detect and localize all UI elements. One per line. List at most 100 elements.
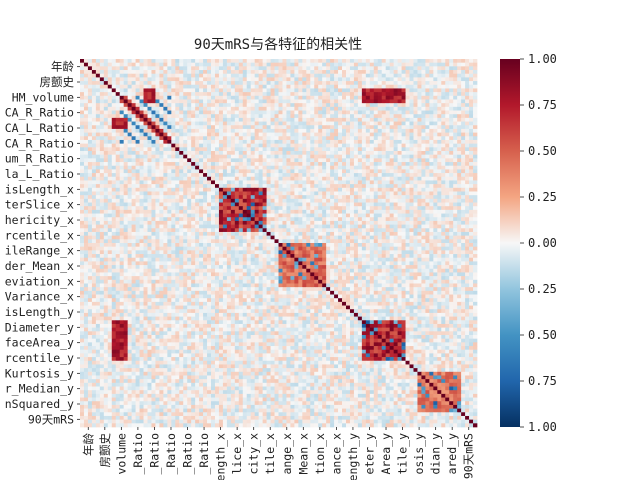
heatmap-cell	[393, 139, 398, 144]
heatmap-cell	[429, 202, 434, 207]
heatmap-cell	[183, 77, 188, 82]
heatmap-cell	[286, 117, 291, 122]
heatmap-cell	[286, 158, 291, 163]
heatmap-cell	[238, 66, 244, 71]
heatmap-cell	[473, 187, 478, 192]
heatmap-cell	[171, 103, 176, 108]
heatmap-cell	[373, 169, 379, 174]
heatmap-cell	[274, 121, 279, 126]
heatmap-cell	[457, 139, 462, 144]
heatmap-cell	[322, 88, 327, 93]
heatmap-cell	[401, 66, 406, 71]
heatmap-cell	[107, 220, 113, 225]
heatmap-cell	[322, 198, 327, 203]
heatmap-cell	[377, 81, 383, 86]
heatmap-cell	[123, 184, 128, 189]
heatmap-cell	[258, 198, 263, 203]
heatmap-cell	[306, 114, 311, 119]
heatmap-cell	[230, 202, 236, 207]
heatmap-cell	[214, 81, 220, 86]
heatmap-cell	[214, 70, 220, 75]
heatmap-cell	[226, 143, 232, 148]
heatmap-cell	[91, 81, 97, 86]
heatmap-cell	[234, 136, 240, 141]
heatmap-cell	[377, 110, 383, 115]
heatmap-cell	[254, 195, 259, 200]
heatmap-cell	[413, 125, 418, 130]
heatmap-cell	[230, 66, 236, 71]
heatmap-cell	[203, 81, 208, 86]
heatmap-cell	[111, 206, 117, 211]
heatmap-cell	[167, 117, 172, 122]
heatmap-cell	[286, 92, 291, 97]
heatmap-cell	[274, 139, 279, 144]
heatmap-cell	[393, 231, 398, 236]
heatmap-cell	[246, 158, 252, 163]
heatmap-cell	[302, 110, 307, 115]
heatmap-cell	[425, 59, 430, 64]
heatmap-cell	[207, 154, 212, 159]
heatmap-cell	[425, 77, 430, 82]
heatmap-cell	[425, 239, 430, 244]
heatmap-cell	[83, 88, 89, 93]
heatmap-cell	[95, 62, 101, 67]
heatmap-cell	[349, 106, 355, 111]
heatmap-cell	[123, 202, 128, 207]
heatmap-cell	[139, 73, 144, 78]
heatmap-cell	[306, 213, 311, 218]
heatmap-cell	[99, 77, 105, 82]
heatmap-cell	[377, 70, 383, 75]
heatmap-cell	[226, 70, 232, 75]
heatmap-cell	[274, 66, 279, 71]
heatmap-cell	[131, 169, 136, 174]
heatmap-cell	[381, 198, 387, 203]
heatmap-cell	[230, 198, 236, 203]
heatmap-cell	[214, 169, 220, 174]
heatmap-cell	[171, 110, 176, 115]
heatmap-cell	[159, 162, 164, 167]
heatmap-cell	[441, 121, 446, 126]
heatmap-cell	[349, 198, 355, 203]
heatmap-cell	[385, 125, 391, 130]
heatmap-cell	[345, 235, 351, 240]
heatmap-cell	[80, 77, 85, 82]
heatmap-cell	[298, 143, 303, 148]
heatmap-cell	[131, 103, 136, 108]
heatmap-cell	[111, 121, 117, 126]
heatmap-cell	[278, 70, 283, 75]
heatmap-cell	[381, 217, 387, 222]
heatmap-cell	[409, 209, 414, 214]
heatmap-cell	[393, 121, 398, 126]
heatmap-cell	[381, 143, 387, 148]
heatmap-cell	[421, 154, 426, 159]
heatmap-cell	[413, 81, 418, 86]
heatmap-cell	[417, 220, 422, 225]
heatmap-cell	[103, 235, 109, 240]
heatmap-cell	[203, 206, 208, 211]
heatmap-cell	[262, 187, 267, 192]
heatmap-cell	[195, 184, 200, 189]
heatmap-cell	[234, 125, 240, 130]
heatmap-cell	[290, 191, 295, 196]
heatmap-cell	[469, 59, 474, 64]
heatmap-cell	[286, 231, 291, 236]
heatmap-cell	[345, 224, 351, 229]
heatmap-cell	[421, 228, 426, 233]
heatmap-cell	[393, 106, 398, 111]
heatmap-cell	[365, 128, 371, 133]
heatmap-cell	[83, 66, 89, 71]
heatmap-cell	[306, 77, 311, 82]
heatmap-cell	[234, 62, 240, 67]
heatmap-cell	[361, 125, 367, 130]
heatmap-cell	[286, 88, 291, 93]
heatmap-cell	[429, 121, 434, 126]
heatmap-cell	[119, 66, 125, 71]
heatmap-cell	[429, 73, 434, 78]
heatmap-cell	[87, 77, 93, 82]
heatmap-cell	[199, 202, 204, 207]
heatmap-cell	[417, 143, 422, 148]
heatmap-cell	[282, 239, 287, 244]
heatmap-cell	[405, 151, 410, 156]
heatmap-cell	[207, 77, 212, 82]
heatmap-cell	[222, 154, 228, 159]
